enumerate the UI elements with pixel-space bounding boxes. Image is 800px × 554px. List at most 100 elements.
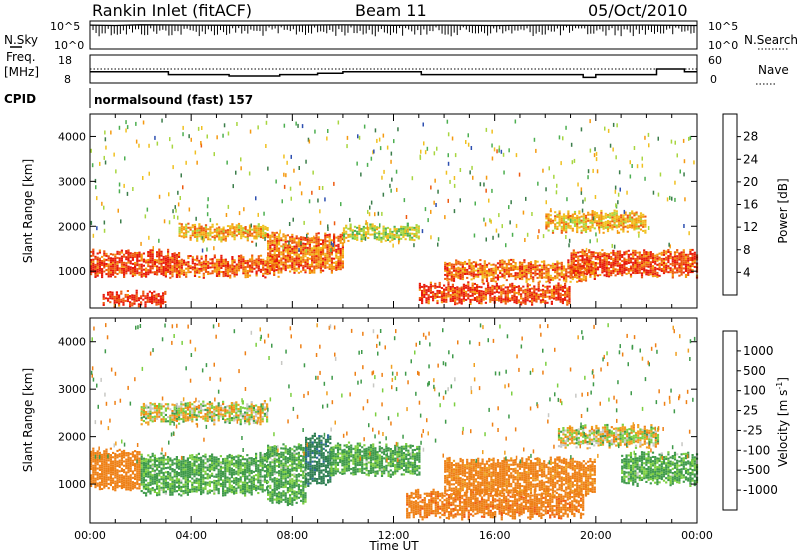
echo-cell <box>116 479 119 482</box>
echo-cell <box>98 269 101 272</box>
echo-cell <box>136 487 139 490</box>
echo-cell <box>107 269 110 272</box>
echo-cell <box>618 254 622 257</box>
echo-cell <box>302 268 305 271</box>
echo-cell <box>131 256 134 259</box>
echo-cell <box>432 293 435 296</box>
echo-cell <box>138 478 141 481</box>
echo-cell <box>140 472 143 475</box>
echo-cell <box>109 471 112 474</box>
echo-cell <box>134 450 137 453</box>
echo-cell <box>682 249 685 252</box>
echo-cell <box>557 288 560 291</box>
echo-cell <box>248 258 252 261</box>
echo-cell <box>607 275 611 278</box>
echo-cell <box>545 223 548 226</box>
echo-cell <box>600 209 603 212</box>
echo-cell <box>545 227 548 230</box>
echo-cell <box>587 219 590 222</box>
echo-speckle <box>138 143 140 148</box>
echo-cell <box>118 257 121 260</box>
echo-cell <box>253 259 256 262</box>
echo-cell <box>512 275 515 278</box>
echo-cell <box>113 306 116 308</box>
echo-cell <box>335 262 338 265</box>
echo-cell <box>120 484 123 487</box>
echo-cell <box>627 255 630 258</box>
echo-cell <box>549 220 552 223</box>
echo-cell <box>114 455 117 458</box>
echo-cell <box>153 482 156 485</box>
echo-cell <box>417 231 420 234</box>
nave-tick-bottom: 0 <box>710 73 717 86</box>
echo-cell <box>680 259 683 262</box>
echo-cell <box>271 239 274 242</box>
echo-cell <box>562 223 566 226</box>
echo-cell <box>302 256 305 259</box>
echo-cell <box>297 255 300 258</box>
echo-cell <box>162 257 165 260</box>
echo-cell <box>118 476 121 479</box>
echo-cell <box>105 482 108 485</box>
echo-cell <box>255 260 258 263</box>
echo-speckle <box>531 212 533 216</box>
echo-cell <box>107 255 110 258</box>
echo-cell <box>572 263 575 266</box>
echo-cell <box>473 288 476 291</box>
echo-cell <box>595 224 599 227</box>
echo-cell <box>473 297 476 299</box>
echo-cell <box>594 268 597 271</box>
echo-cell <box>207 271 210 273</box>
echo-cell <box>642 225 645 228</box>
echo-cell <box>235 265 238 268</box>
echo-cell <box>455 273 458 276</box>
echo-cell <box>480 296 483 299</box>
echo-cell <box>540 276 544 279</box>
echo-speckle <box>589 119 591 124</box>
echo-cell <box>156 457 159 460</box>
echo-cell <box>443 298 446 301</box>
echo-cell <box>291 235 294 238</box>
echo-cell <box>584 218 588 221</box>
echo-cell <box>295 269 298 272</box>
echo-cell <box>291 264 294 267</box>
echo-speckle <box>275 179 277 184</box>
echo-speckle <box>169 137 171 142</box>
echo-cell <box>92 449 95 452</box>
echo-cell <box>591 222 594 225</box>
echo-cell <box>187 271 190 274</box>
echo-cell <box>235 271 238 274</box>
echo-cell <box>572 271 575 274</box>
echo-speckle <box>146 207 149 212</box>
echo-cell <box>584 214 588 217</box>
echo-cell <box>628 214 632 217</box>
echo-cell <box>562 225 566 228</box>
echo-cell <box>591 218 594 221</box>
echo-cell <box>187 222 190 225</box>
echo-cell <box>479 269 482 272</box>
echo-cell <box>565 272 568 275</box>
echo-cell <box>629 261 633 264</box>
echo-cell <box>496 262 500 265</box>
echo-cell <box>613 213 616 216</box>
echo-cell <box>549 222 552 225</box>
echo-cell <box>134 262 137 264</box>
echo-cell <box>448 262 451 265</box>
echo-cell <box>142 290 145 293</box>
echo-cell <box>482 282 485 285</box>
echo-cell <box>492 277 495 280</box>
echo-cell <box>123 263 126 266</box>
echo-cell <box>553 287 556 290</box>
echo-cell <box>308 253 311 256</box>
echo-cell <box>149 471 152 474</box>
echo-cell <box>478 298 481 300</box>
echo-cell <box>341 250 344 253</box>
echo-cell <box>559 300 562 303</box>
echo-speckle <box>96 196 98 201</box>
echo-cell <box>607 261 611 264</box>
echo-cell <box>528 290 531 293</box>
echo-cell <box>293 259 296 262</box>
echo-cell <box>125 250 128 253</box>
echo-cell <box>134 469 137 472</box>
echo-cell <box>125 266 128 269</box>
